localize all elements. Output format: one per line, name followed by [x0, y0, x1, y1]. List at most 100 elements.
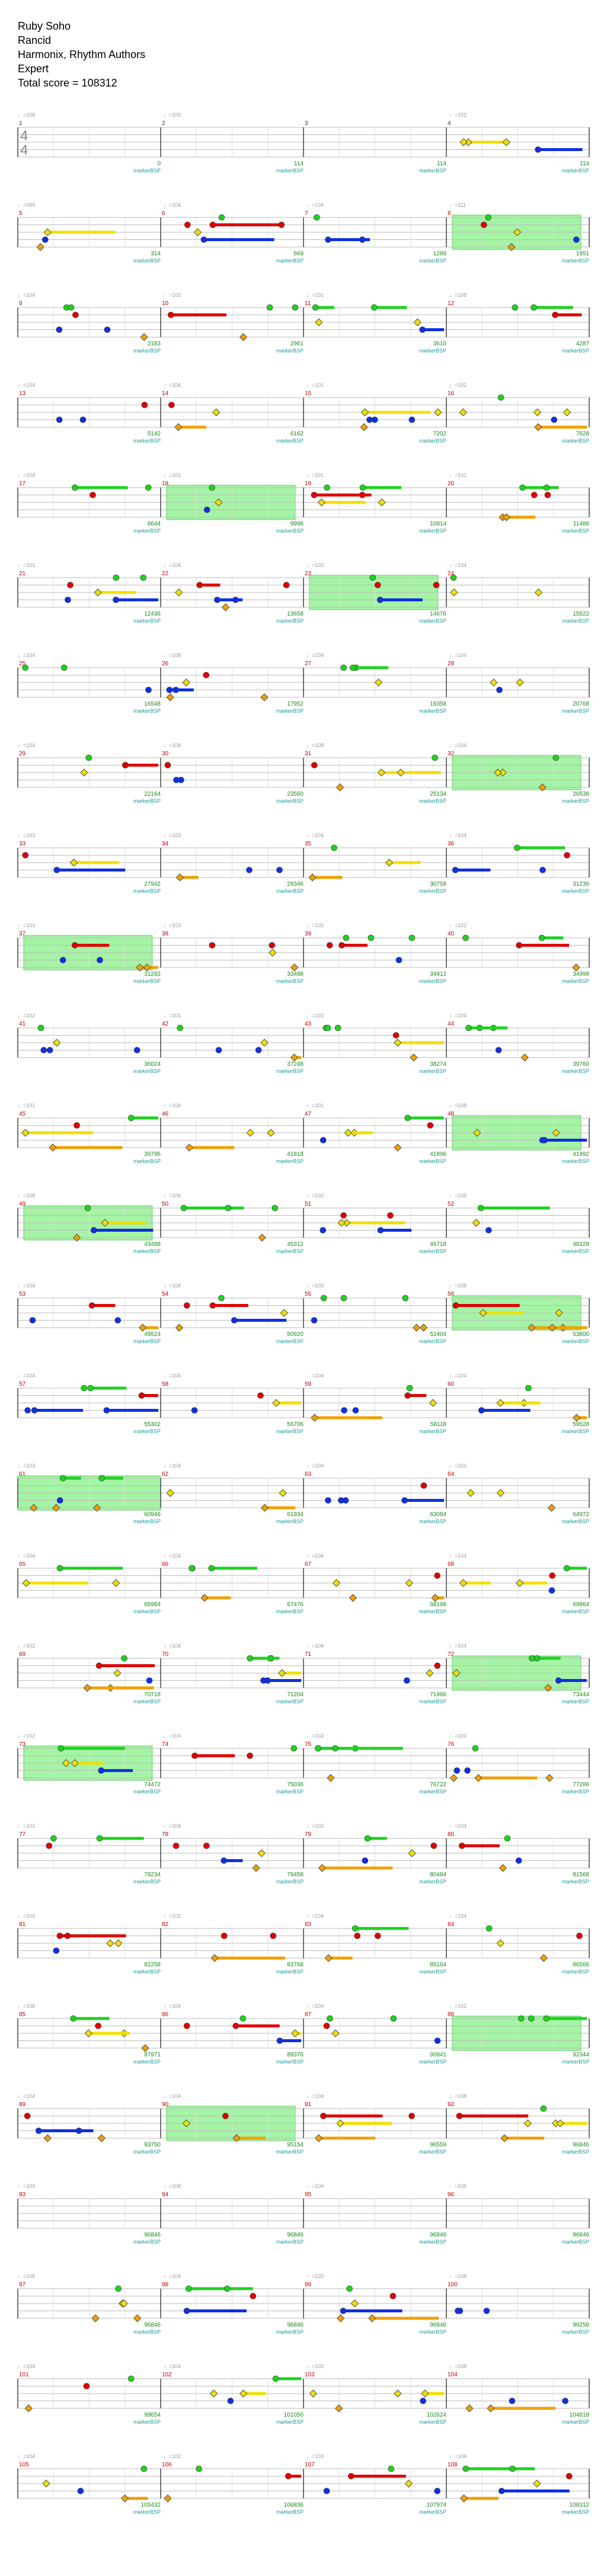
note-gem	[95, 2023, 101, 2029]
note-gem	[94, 588, 102, 597]
note-gem	[467, 1489, 475, 1497]
measure-number: 32	[448, 751, 455, 757]
note-gem	[576, 1933, 583, 1939]
note-gem	[497, 394, 504, 401]
note-gem	[106, 1939, 114, 1947]
measure-score: 67476	[287, 1601, 304, 1608]
measure-number: 92	[448, 2101, 455, 2108]
note-gem	[388, 2465, 395, 2472]
note-gem	[340, 1295, 347, 1302]
measure-number: 84	[448, 1921, 455, 1928]
note-gem	[113, 1669, 122, 1677]
measure-score: 53800	[573, 1331, 589, 1338]
tempo-marker: ♩=104	[449, 1373, 467, 1379]
note-gem	[232, 2134, 241, 2142]
marker-label: markerBSP	[562, 2149, 589, 2155]
measure-number: 47	[305, 1111, 312, 1117]
note-gem	[499, 1864, 507, 1872]
measure-score: 63084	[430, 1511, 446, 1518]
marker-label: markerBSP	[562, 2509, 589, 2515]
measure-number: 108	[448, 2462, 458, 2468]
measure-score: 108312	[570, 2502, 590, 2508]
note-gem	[485, 214, 491, 221]
note-gem	[75, 2128, 82, 2134]
note-gem	[472, 1745, 479, 1752]
note-gem	[85, 754, 92, 761]
note-gem	[452, 1669, 461, 1677]
note-gem	[404, 2479, 413, 2488]
measure-score: 12436	[144, 611, 161, 617]
measure-score: 75036	[287, 1782, 304, 1788]
note-gem	[544, 1684, 552, 1692]
note-gem	[401, 1497, 408, 1504]
note-gem	[209, 942, 216, 949]
tempo-marker: ♩=101	[306, 1103, 324, 1108]
note-gem	[544, 492, 551, 498]
note-gem	[69, 858, 78, 867]
marker-label: markerBSP	[419, 978, 446, 984]
note-gem	[573, 236, 580, 243]
note-gem	[344, 1129, 353, 1137]
measure-number: 44	[448, 1021, 455, 1027]
note-gem	[57, 1745, 65, 1752]
measure-score: 96846	[573, 2232, 589, 2238]
note-gem	[543, 2015, 550, 2022]
note-gem	[269, 942, 276, 949]
note-gem	[563, 408, 571, 416]
measure-score: 29346	[287, 881, 304, 887]
measure-number: 29	[19, 751, 26, 757]
marker-label: markerBSP	[133, 2329, 161, 2335]
note-gem	[564, 852, 570, 858]
measure-score: 96846	[144, 2232, 161, 2238]
note-gem	[430, 1843, 437, 1849]
note-gem	[496, 1399, 504, 1407]
note-gem	[408, 934, 416, 941]
measure-number: 45	[19, 1111, 26, 1117]
note-gem	[140, 574, 146, 581]
note-gem	[52, 1504, 60, 1512]
measure-score: 41896	[430, 1151, 446, 1158]
marker-label: markerBSP	[276, 1969, 304, 1975]
note-gem	[394, 1039, 402, 1047]
note-gem	[218, 1295, 225, 1302]
marker-label: markerBSP	[276, 2059, 304, 2065]
note-gem	[186, 2285, 192, 2292]
measure-number: 5	[19, 210, 23, 217]
measure-number: 1	[19, 120, 23, 127]
note-gem	[374, 582, 381, 588]
note-gem	[272, 1399, 280, 1407]
measure-number: 83	[305, 1921, 312, 1928]
tempo-marker: ♩=102	[449, 382, 467, 388]
note-gem	[515, 1857, 522, 1864]
tempo-marker: ♩=104	[306, 2183, 324, 2189]
tempo-marker: ♩=104	[306, 1913, 324, 1919]
measure-number: 93	[19, 2191, 26, 2198]
measure-number: 76	[448, 1741, 455, 1748]
tempo-marker: ♩=102	[306, 1193, 324, 1199]
measure-score: 669	[293, 251, 304, 257]
note-gem	[392, 1032, 400, 1039]
note-gem	[83, 2383, 90, 2389]
tempo-marker: ♩=108	[449, 2363, 467, 2369]
marker-label: markerBSP	[133, 2149, 161, 2155]
note-gem	[549, 1572, 555, 1579]
note-gem	[267, 1129, 275, 1137]
marker-label: markerBSP	[419, 528, 446, 534]
note-gem	[62, 1759, 71, 1767]
note-gem	[354, 1933, 361, 1939]
measure-number: 73	[19, 1741, 26, 1748]
measure-number: 104	[448, 2372, 458, 2378]
note-gem	[209, 484, 215, 491]
note-gem	[41, 236, 49, 243]
measure-number: 9	[19, 300, 23, 307]
measure-score: 55302	[144, 1421, 161, 1428]
tempo-marker: ♩=106	[18, 2003, 35, 2009]
measure-number: 16	[448, 390, 455, 397]
tempo-marker: ♩=104	[164, 1103, 181, 1108]
measure-score: 82258	[144, 1962, 161, 1968]
note-gem	[572, 963, 580, 972]
measure-score: 73444	[573, 1691, 589, 1698]
note-gem	[24, 1407, 31, 1414]
note-gem	[348, 2473, 354, 2479]
measure-score: 96846	[144, 2322, 161, 2328]
